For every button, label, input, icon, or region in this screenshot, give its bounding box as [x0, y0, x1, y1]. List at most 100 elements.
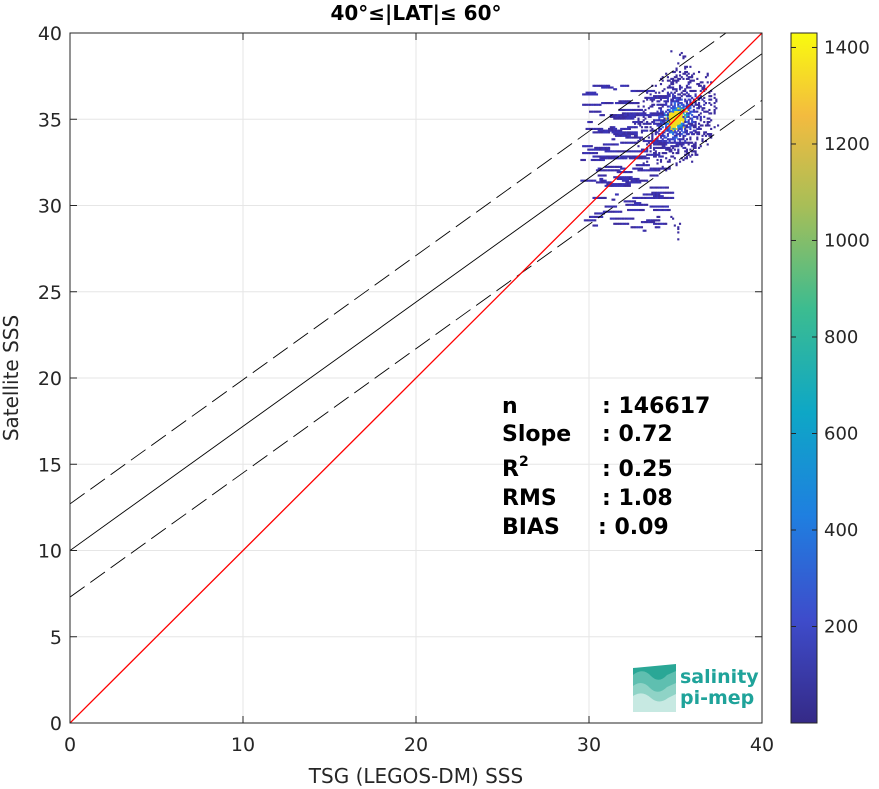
density-cell: [706, 124, 709, 127]
density-cell: [654, 191, 657, 194]
density-cell: [627, 150, 630, 153]
density-cell: [620, 183, 623, 186]
density-cell: [646, 129, 649, 132]
density-cell: [649, 126, 652, 129]
density-cell: [665, 124, 668, 127]
density-cell: [704, 124, 708, 127]
density-cell: [658, 96, 661, 99]
regression-line: [70, 53, 762, 551]
density-cell: [608, 157, 611, 160]
density-cell: [625, 141, 628, 144]
density-cell: [595, 84, 599, 87]
density-cell: [639, 122, 642, 125]
density-cell: [606, 165, 609, 168]
density-cell: [713, 93, 716, 96]
density-cell: [632, 196, 635, 199]
density-cell: [595, 224, 599, 227]
density-cell: [713, 105, 716, 108]
density-cell: [665, 191, 668, 194]
density-cell: [620, 167, 623, 170]
density-cell: [613, 176, 616, 179]
density-cell: [623, 115, 626, 118]
density-cell: [682, 55, 685, 58]
density-cell: [601, 196, 604, 199]
density-cell: [666, 108, 669, 112]
density-cell: [590, 93, 593, 96]
density-cell: [696, 133, 699, 136]
density-cell: [685, 86, 689, 89]
density-cell: [630, 176, 633, 179]
colorbar-tick-label: 600: [824, 423, 858, 444]
density-cell: [630, 177, 633, 181]
density-cell: [672, 127, 675, 130]
density-cell: [628, 203, 631, 206]
density-cell: [653, 152, 656, 155]
density-cell: [633, 126, 637, 129]
density-cell: [682, 89, 685, 93]
density-cell: [691, 103, 694, 106]
density-cell: [604, 169, 607, 172]
density-cell: [606, 148, 609, 151]
density-cell: [625, 114, 628, 117]
density-cell: [609, 205, 612, 208]
density-cell: [630, 179, 633, 182]
density-cell: [673, 129, 676, 132]
density-cell: [673, 103, 676, 106]
density-cell: [594, 131, 597, 134]
density-cell: [628, 100, 631, 103]
density-cell: [653, 98, 656, 101]
density-cell: [628, 141, 631, 144]
density-cell: [646, 203, 649, 206]
density-cell: [625, 117, 628, 120]
density-cell: [689, 65, 692, 68]
density-cell: [613, 217, 616, 220]
density-cell: [697, 122, 701, 125]
density-cell: [597, 167, 600, 170]
density-cell: [670, 120, 673, 124]
density-cell: [644, 196, 647, 199]
logo-line2: pi-mep: [680, 687, 754, 709]
density-cell: [616, 177, 619, 181]
density-cell: [625, 203, 628, 206]
density-cell: [697, 83, 701, 86]
density-cell: [594, 110, 597, 113]
density-cell: [661, 79, 664, 82]
density-cell: [656, 222, 659, 225]
density-cell: [673, 127, 676, 130]
density-cell: [649, 146, 652, 149]
density-cell: [651, 138, 654, 141]
density-cell: [653, 195, 656, 198]
density-cell: [672, 126, 675, 129]
density-cell: [658, 195, 661, 198]
density-cell: [635, 114, 638, 117]
density-cell: [604, 210, 607, 213]
density-cell: [628, 108, 631, 112]
density-cell: [616, 217, 619, 220]
density-cell: [699, 89, 702, 93]
density-cell: [677, 124, 680, 127]
density-cell: [623, 100, 626, 103]
density-cell: [665, 222, 668, 225]
density-cell: [659, 160, 663, 163]
density-cell: [672, 145, 675, 148]
density-cell: [635, 102, 638, 105]
density-cell: [661, 196, 664, 199]
density-cell: [656, 141, 659, 144]
density-cell: [659, 141, 663, 144]
density-cell: [661, 133, 664, 136]
density-cell: [682, 143, 685, 146]
density-cell: [659, 115, 663, 118]
density-cell: [633, 136, 637, 139]
density-cell: [673, 76, 676, 79]
density-cell: [589, 179, 592, 182]
density-cell: [684, 65, 687, 68]
density-cell: [656, 169, 659, 172]
density-cell: [614, 115, 618, 118]
density-cell: [628, 150, 631, 153]
density-cell: [689, 148, 692, 151]
density-cell: [616, 143, 619, 146]
density-cell: [613, 150, 616, 153]
density-cell: [614, 155, 618, 158]
density-cell: [706, 74, 709, 77]
density-cell: [642, 129, 645, 132]
